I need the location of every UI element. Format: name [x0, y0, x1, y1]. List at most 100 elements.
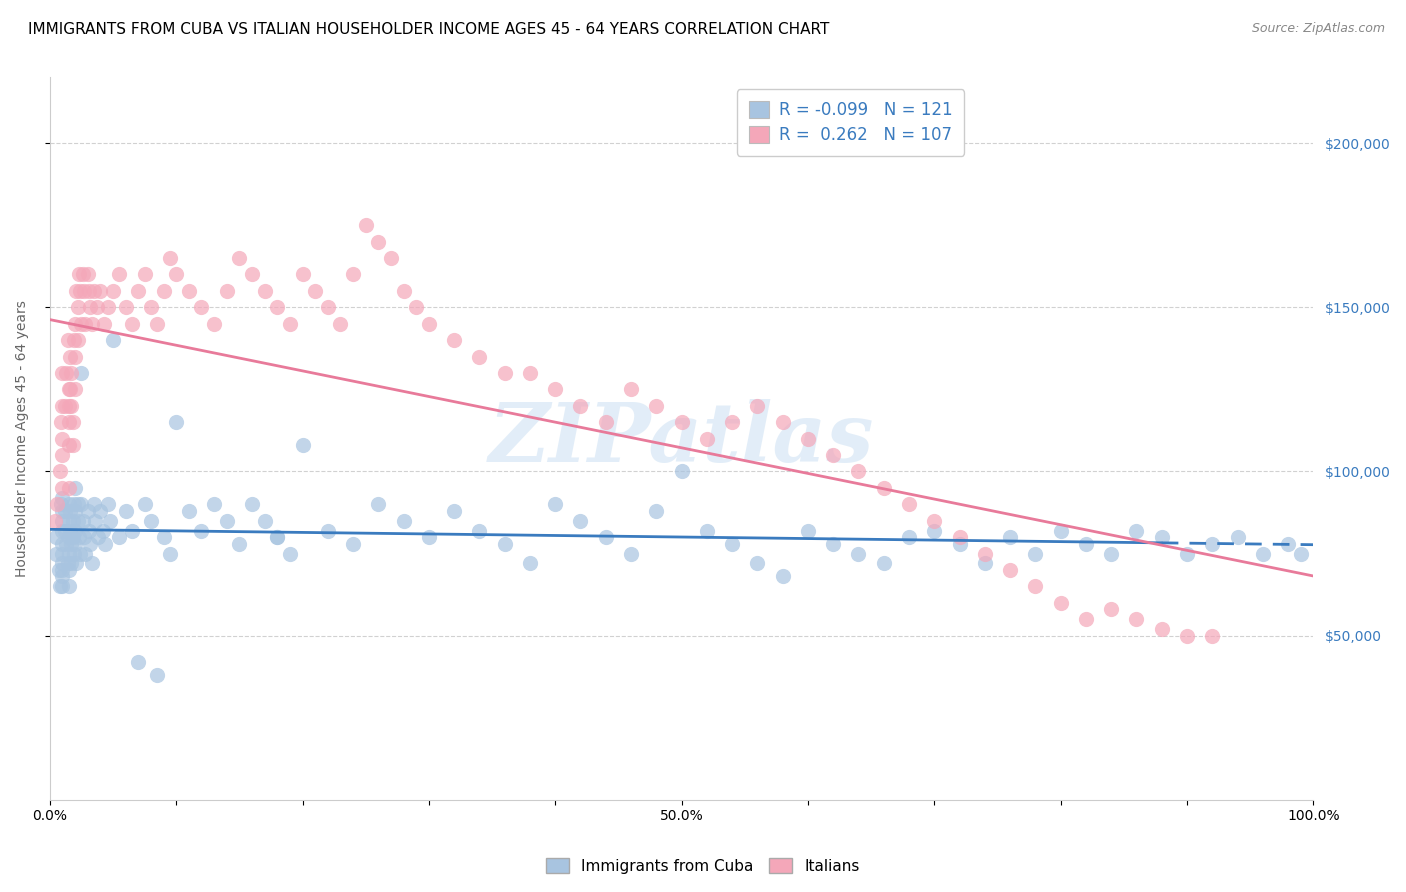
Point [177, 284, 200, 298]
Point [1251, 547, 1274, 561]
Point [134, 497, 156, 511]
Point [58, 530, 80, 544]
Point [58, 415, 80, 429]
Legend: R = -0.099   N = 121, R =  0.262   N = 107: R = -0.099 N = 121, R = 0.262 N = 107 [737, 89, 965, 156]
Point [72, 268, 94, 282]
Point [65, 284, 87, 298]
Point [55, 366, 77, 380]
Point [53, 399, 76, 413]
Point [848, 547, 870, 561]
Point [63, 497, 86, 511]
Point [58, 563, 80, 577]
Point [998, 563, 1021, 577]
Point [45, 547, 67, 561]
Point [569, 514, 592, 528]
Point [89, 284, 111, 298]
Point [62, 438, 84, 452]
Point [240, 268, 263, 282]
Point [873, 557, 896, 571]
Point [278, 547, 301, 561]
Point [159, 251, 181, 265]
Point [380, 251, 402, 265]
Point [468, 350, 491, 364]
Point [121, 317, 143, 331]
Point [62, 415, 84, 429]
Point [63, 536, 86, 550]
Point [1099, 602, 1122, 616]
Point [1150, 530, 1173, 544]
Point [51, 557, 73, 571]
Point [60, 366, 83, 380]
Point [49, 579, 72, 593]
Point [83, 497, 105, 511]
Point [63, 350, 86, 364]
Point [70, 497, 93, 511]
Point [1074, 612, 1097, 626]
Point [51, 504, 73, 518]
Point [77, 524, 100, 538]
Point [645, 504, 668, 518]
Point [53, 504, 76, 518]
Point [58, 579, 80, 593]
Point [1125, 612, 1147, 626]
Point [84, 514, 107, 528]
Point [747, 557, 769, 571]
Point [51, 569, 73, 583]
Point [405, 300, 427, 314]
Point [544, 497, 567, 511]
Point [266, 530, 288, 544]
Point [418, 317, 440, 331]
Point [63, 382, 86, 396]
Point [747, 399, 769, 413]
Point [1024, 579, 1046, 593]
Point [202, 317, 225, 331]
Point [100, 514, 122, 528]
Point [66, 497, 89, 511]
Point [595, 415, 617, 429]
Point [1125, 524, 1147, 538]
Point [114, 504, 136, 518]
Point [63, 547, 86, 561]
Point [253, 284, 276, 298]
Point [51, 448, 73, 462]
Point [1074, 536, 1097, 550]
Point [59, 382, 82, 396]
Point [93, 317, 115, 331]
Point [97, 300, 120, 314]
Point [63, 524, 86, 538]
Point [494, 536, 516, 550]
Point [127, 655, 149, 669]
Point [973, 547, 995, 561]
Point [671, 465, 693, 479]
Point [51, 547, 73, 561]
Point [443, 504, 465, 518]
Point [519, 557, 541, 571]
Point [266, 300, 288, 314]
Point [53, 524, 76, 538]
Point [240, 497, 263, 511]
Point [87, 530, 110, 544]
Point [1201, 536, 1223, 550]
Point [898, 530, 921, 544]
Point [696, 432, 718, 446]
Point [392, 514, 415, 528]
Point [58, 382, 80, 396]
Point [51, 415, 73, 429]
Point [278, 317, 301, 331]
Point [468, 524, 491, 538]
Point [620, 382, 643, 396]
Point [65, 557, 87, 571]
Point [86, 300, 108, 314]
Point [146, 317, 169, 331]
Point [139, 514, 162, 528]
Point [569, 399, 592, 413]
Point [367, 235, 389, 249]
Point [253, 514, 276, 528]
Point [127, 284, 149, 298]
Point [58, 547, 80, 561]
Point [77, 284, 100, 298]
Point [342, 268, 364, 282]
Point [49, 465, 72, 479]
Point [873, 481, 896, 495]
Point [62, 514, 84, 528]
